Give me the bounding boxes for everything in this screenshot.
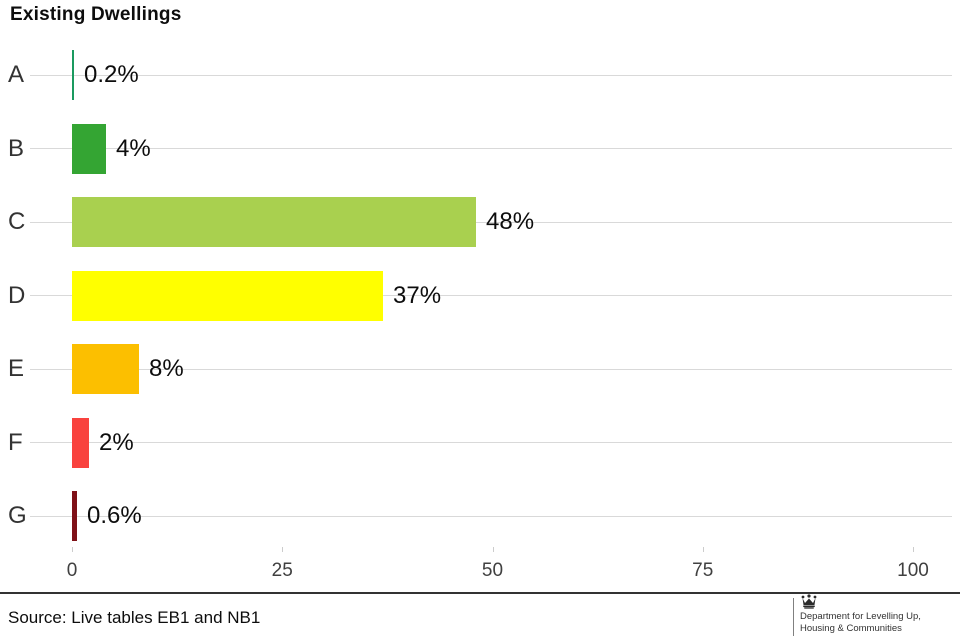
logo-text: Department for Levelling Up, Housing & C… (800, 611, 921, 634)
bar (72, 197, 476, 247)
bar (72, 417, 89, 468)
category-label: C (8, 208, 26, 235)
row-gridline (30, 368, 952, 370)
row-gridline (30, 515, 952, 517)
logo-divider (793, 598, 794, 636)
category-label: B (8, 134, 25, 162)
category-label: A (8, 61, 25, 88)
chart-title: Existing Dwellings (10, 4, 182, 25)
logo-text-line1: Department for Levelling Up, (800, 611, 921, 622)
bar (72, 344, 139, 394)
x-axis-tick-label: 50 (481, 560, 504, 581)
category-label: E (8, 355, 25, 382)
x-axis-tick (913, 547, 914, 552)
row-gridline (30, 442, 952, 443)
bar-value-label: 48% (486, 208, 535, 235)
x-axis-tick (702, 547, 704, 552)
footer-divider (0, 592, 960, 594)
royal-crest-icon (801, 594, 817, 609)
row-gridline (30, 74, 952, 76)
bar-value-label: 8% (149, 355, 184, 382)
x-axis-tick (282, 547, 284, 552)
x-axis-tick-label: 25 (271, 560, 293, 581)
x-axis-tick (492, 547, 494, 552)
bar-value-label: 4% (116, 134, 151, 162)
bar-value-label: 2% (99, 428, 134, 456)
bar-value-label: 37% (393, 281, 442, 309)
bar-value-label: 0.6% (87, 502, 142, 529)
bar (72, 491, 77, 541)
logo-text-line2: Housing & Communities (800, 622, 902, 634)
bar (72, 123, 106, 174)
source-caption: Source: Live tables EB1 and NB1 (8, 608, 261, 627)
category-label: D (8, 281, 26, 309)
category-label: G (8, 502, 27, 529)
bar (72, 270, 383, 321)
x-axis-tick-label: 100 (897, 560, 929, 581)
row-gridline (30, 221, 952, 223)
category-label: F (8, 428, 23, 456)
bar-value-label: 0.2% (84, 61, 139, 88)
x-axis-tick-label: 75 (692, 560, 714, 581)
x-axis-tick-label: 0 (66, 560, 78, 581)
row-gridline (30, 295, 952, 296)
bar (72, 50, 74, 100)
row-gridline (30, 148, 952, 149)
x-axis-tick (72, 547, 73, 552)
